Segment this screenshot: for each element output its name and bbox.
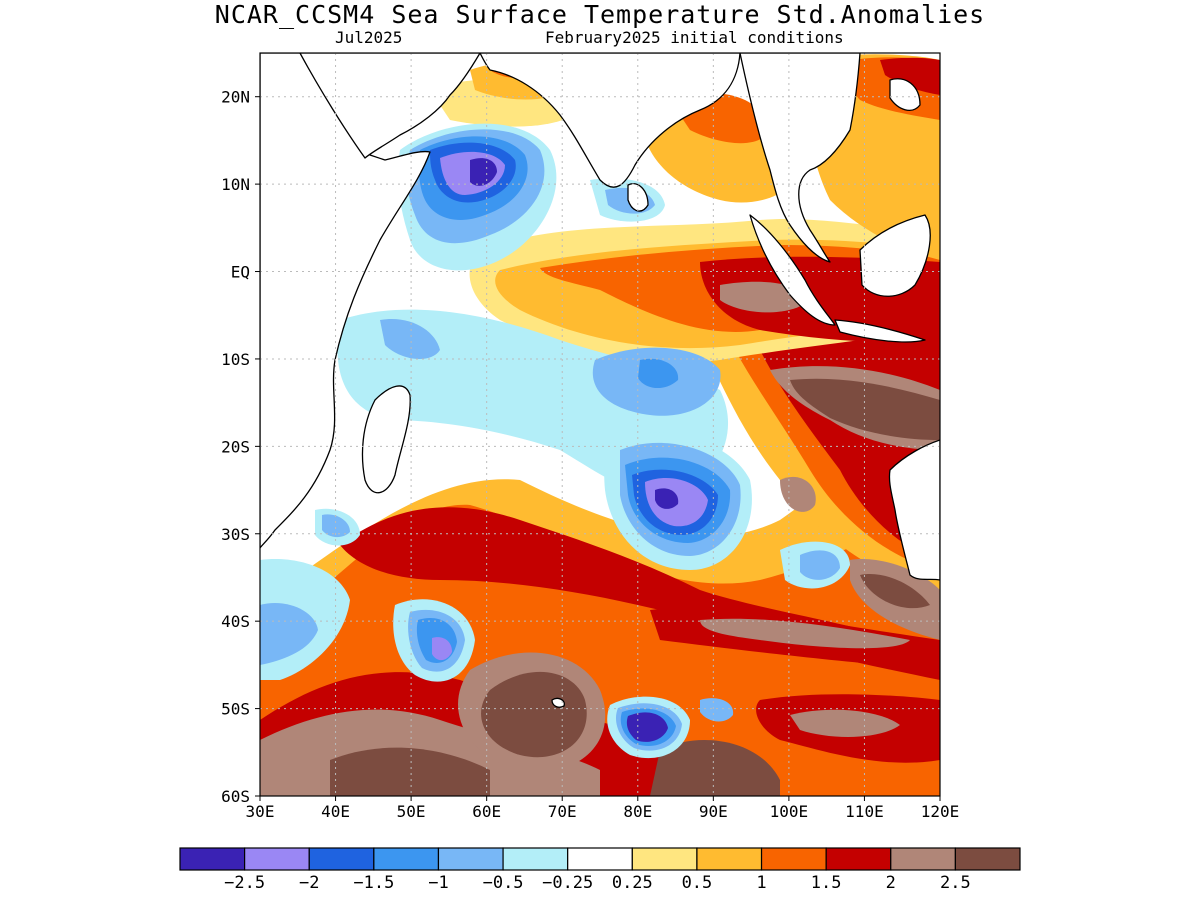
sumatra-landmass: [749, 214, 836, 326]
colorbar-level-label: 1: [756, 873, 766, 893]
anomaly-region: [790, 709, 900, 737]
anomaly-region: [432, 637, 452, 661]
anomaly-region: [790, 378, 940, 440]
colorbar-swatch: [244, 847, 310, 871]
indochina-landmass: [739, 53, 861, 263]
lat-tick-label: 20S: [221, 437, 250, 456]
lat-tick-label: 20N: [221, 88, 250, 107]
colorbar-swatch: [954, 847, 1021, 871]
lat-tick-label: 50S: [221, 700, 250, 719]
lat-tick-label: EQ: [231, 263, 250, 282]
lon-tick-label: 60E: [472, 802, 501, 821]
anomaly-region: [380, 319, 440, 360]
anomaly-region: [650, 740, 780, 796]
colorbar-level-label: −0.5: [483, 873, 524, 893]
lon-tick-label: 120E: [921, 802, 960, 821]
colorbar-swatch: [760, 847, 827, 871]
colorbar-swatch: [179, 847, 246, 871]
lon-tick-label: 30E: [246, 802, 275, 821]
lon-tick-label: 40E: [321, 802, 350, 821]
colorbar-swatch: [890, 847, 956, 871]
colorbar-swatch: [502, 847, 569, 871]
anomaly-region: [626, 712, 668, 742]
borneo-landmass: [859, 214, 931, 297]
philippines-landmass: [889, 78, 921, 111]
anomaly-region: [330, 747, 490, 796]
colorbar-level-label: −0.25: [542, 873, 593, 893]
lon-tick-label: 80E: [623, 802, 652, 821]
latitude-axis: 20N 10N EQ 10S 20S 30S 40S 50S 60S: [221, 88, 260, 806]
india-landmass: [479, 53, 741, 188]
colorbar: −2.5 −2 −1.5 −1 −0.5 −0.25 0.25 0.5 1 1.5 2 2.5: [179, 847, 1021, 893]
subtitle-init: February2025 initial conditions: [545, 28, 844, 47]
colorbar-level-label: −1: [428, 873, 448, 893]
lat-tick-label: 60S: [221, 787, 250, 806]
java-landmass: [834, 319, 926, 343]
kerguelen-island: [551, 697, 565, 708]
anomaly-region: [700, 618, 910, 649]
lon-tick-label: 70E: [548, 802, 577, 821]
colorbar-level-label: −2.5: [224, 873, 265, 893]
map-frame: [259, 52, 941, 797]
anomaly-region: [880, 57, 940, 95]
lon-tick-label: 110E: [845, 802, 884, 821]
subtitle-month: Jul2025: [335, 28, 403, 47]
colorbar-level-label: 2: [886, 873, 896, 893]
madagascar-landmass: [361, 385, 411, 494]
lon-tick-label: 90E: [699, 802, 728, 821]
australia-landmass: [888, 439, 940, 581]
colorbar-swatch: [825, 847, 892, 871]
longitude-axis: 30E 40E 50E 60E 70E 80E 90E 100E 110E 120E: [246, 796, 960, 821]
anomaly-region: [481, 671, 587, 758]
colorbar-swatch: [308, 847, 375, 871]
colorbar-level-label: −1.5: [353, 873, 394, 893]
colorbar-level-label: −2: [299, 873, 319, 893]
lon-tick-label: 100E: [770, 802, 809, 821]
lat-tick-label: 40S: [221, 612, 250, 631]
colorbar-swatch: [567, 847, 633, 871]
anomaly-region: [860, 574, 930, 609]
anomaly-region: [700, 698, 734, 722]
colorbar-swatch: [696, 847, 763, 871]
anomaly-region: [638, 358, 679, 389]
anomaly-fields: [260, 54, 940, 796]
lon-tick-label: 50E: [397, 802, 426, 821]
anomaly-region: [655, 488, 679, 509]
colorbar-level-label: 0.5: [682, 873, 713, 893]
anomaly-region: [800, 550, 840, 580]
lat-tick-label: 30S: [221, 525, 250, 544]
arabia-landmass: [299, 53, 481, 159]
graticule: [260, 53, 940, 796]
colorbar-level-label: 0.25: [612, 873, 653, 893]
colorbar-level-label: 1.5: [811, 873, 842, 893]
colorbar-swatch: [373, 847, 440, 871]
lat-tick-label: 10S: [221, 350, 250, 369]
colorbar-level-label: 2.5: [940, 873, 971, 893]
lat-tick-label: 10N: [221, 175, 250, 194]
anomaly-region: [260, 602, 318, 665]
colorbar-swatch: [631, 847, 698, 871]
anomaly-region: [470, 158, 497, 186]
map-plot-area: [260, 53, 940, 796]
anomaly-region: [322, 514, 350, 538]
colorbar-swatch: [437, 847, 504, 871]
chart-title: NCAR_CCSM4 Sea Surface Temperature Std.A…: [214, 0, 986, 29]
